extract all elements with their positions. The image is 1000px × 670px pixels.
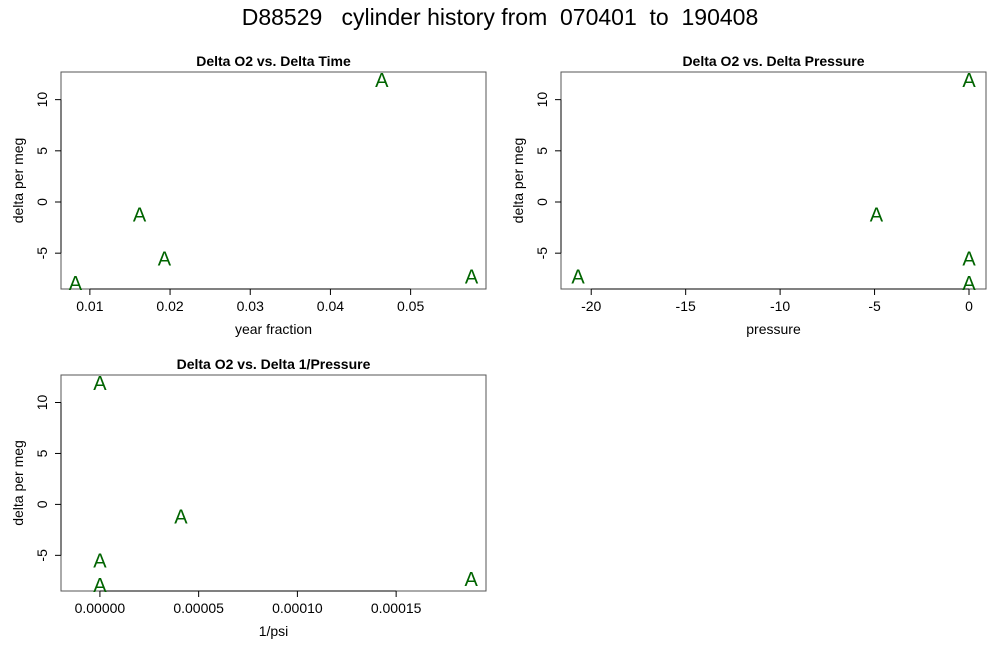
data-point: A [375,70,389,92]
data-point: A [133,204,147,226]
x-tick-label: -5 [868,298,881,314]
data-point: A [93,373,107,395]
x-tick-label: 0.00000 [75,600,126,616]
y-tick-label: 0 [34,500,50,508]
y-axis-label: delta per meg [10,138,26,224]
main-title: D88529 cylinder history from 070401 to 1… [241,4,759,30]
y-tick-label: 5 [34,449,50,457]
x-tick-label: 0.00010 [272,600,323,616]
y-tick-label: 5 [34,147,50,155]
y-axis-label: delta per meg [510,138,526,224]
y-tick-label: 5 [534,147,550,155]
plot-frame [560,71,987,290]
data-point: A [69,273,83,295]
data-point: A [571,267,585,289]
y-tick-label: -5 [34,247,50,260]
y-tick-label: 10 [34,395,50,411]
data-point: A [465,267,479,289]
plot-title: Delta O2 vs. Delta Time [196,53,351,69]
x-tick-label: 0.04 [317,298,344,314]
data-point: A [158,248,172,270]
data-point: A [962,273,976,295]
y-tick-label: -5 [34,549,50,562]
x-axis-label: year fraction [235,321,312,337]
x-tick-label: 0.03 [237,298,264,314]
x-tick-label: -15 [676,298,696,314]
x-tick-label: 0.00015 [371,600,422,616]
plot-delta-pressure: Delta O2 vs. Delta Pressure -20 -15 -10 -5 0 p… [510,53,987,337]
x-tick-label: -20 [581,298,601,314]
plot-title: Delta O2 vs. Delta 1/Pressure [177,356,371,372]
x-tick-label: 0.00005 [173,600,224,616]
data-point: A [962,70,976,92]
data-point: A [465,569,479,591]
y-axis-label: delta per meg [10,440,26,526]
data-point: A [93,575,107,597]
x-tick-label: 0.01 [76,298,103,314]
data-point: A [870,204,884,226]
y-tick-label: -5 [534,247,550,260]
plot-frame [60,71,487,290]
data-point: A [962,248,976,270]
y-tick-label: 10 [34,92,50,108]
x-tick-label: -10 [770,298,790,314]
x-axis-label: pressure [746,321,801,337]
data-point: A [174,507,188,529]
y-tick-label: 10 [534,92,550,108]
x-axis-label: 1/psi [259,623,289,639]
plot-delta-inverse-pressure: Delta O2 vs. Delta 1/Pressure 0.00000 0.00… [10,356,487,639]
plot-title: Delta O2 vs. Delta Pressure [682,53,864,69]
y-tick-label: 0 [534,198,550,206]
plot-delta-time: Delta O2 vs. Delta Time 0.01 0.02 0.03 0.04 0… [10,53,487,337]
x-tick-label: 0 [965,298,973,314]
x-tick-label: 0.05 [397,298,424,314]
plot-frame [60,374,487,592]
x-tick-label: 0.02 [156,298,183,314]
data-point: A [93,550,107,572]
y-tick-label: 0 [34,198,50,206]
